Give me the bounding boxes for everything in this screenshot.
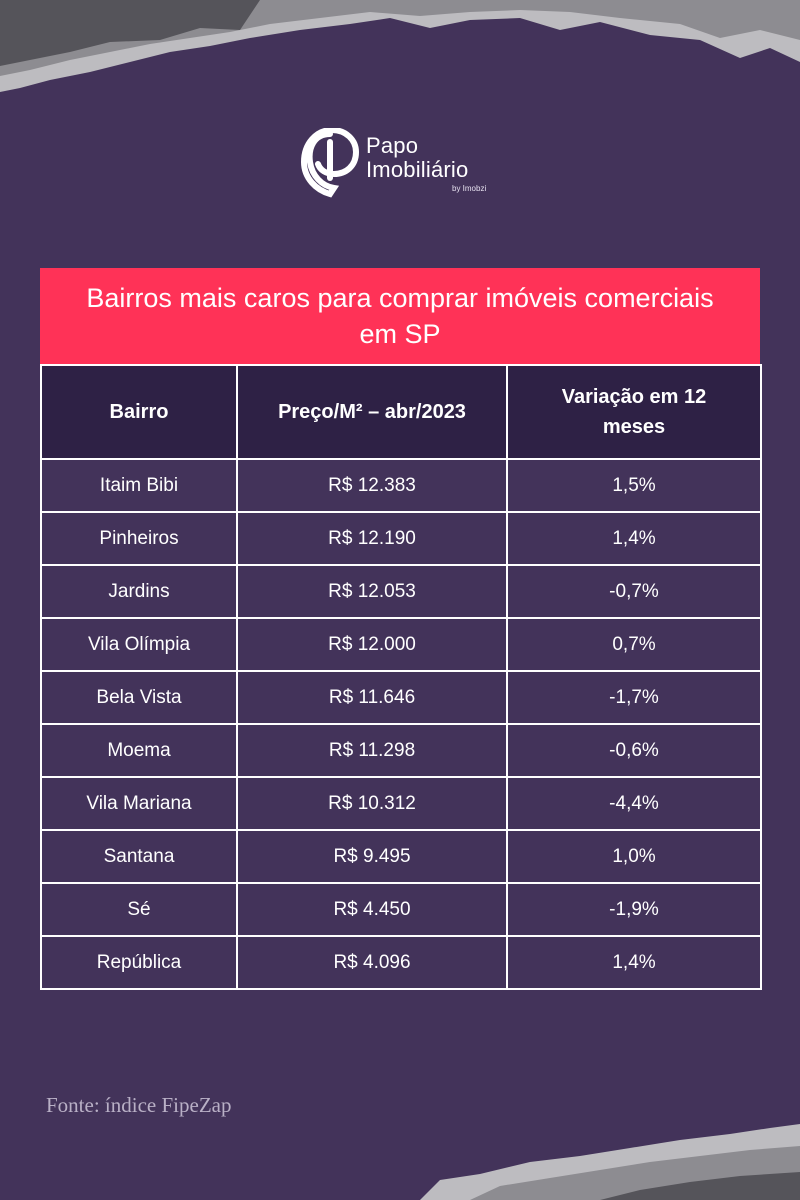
cell-bairro: Bela Vista [40, 670, 238, 725]
cell-bairro: República [40, 935, 238, 990]
cell-preco: R$ 11.298 [236, 723, 508, 778]
price-table: Bairro Preço/M² – abr/2023 Variação em 1… [40, 364, 762, 990]
cell-variacao: 1,5% [506, 458, 762, 513]
table-row: Santana R$ 9.495 1,0% [40, 829, 762, 884]
price-table-card: Bairros mais caros para comprar imóveis … [40, 268, 762, 990]
logo-wordmark: Papo Imobiliário [366, 134, 468, 182]
table-row: Jardins R$ 12.053 -0,7% [40, 564, 762, 619]
table-row: Bela Vista R$ 11.646 -1,7% [40, 670, 762, 725]
cell-variacao: -1,7% [506, 670, 762, 725]
cell-variacao: 0,7% [506, 617, 762, 672]
cell-bairro: Itaim Bibi [40, 458, 238, 513]
table-row: Sé R$ 4.450 -1,9% [40, 882, 762, 937]
cell-bairro: Moema [40, 723, 238, 778]
source-note: Fonte: índice FipeZap [46, 1093, 232, 1117]
cell-preco: R$ 12.000 [236, 617, 508, 672]
cell-variacao: -0,6% [506, 723, 762, 778]
cell-preco: R$ 11.646 [236, 670, 508, 725]
cell-variacao: -1,9% [506, 882, 762, 937]
table-row: Moema R$ 11.298 -0,6% [40, 723, 762, 778]
cell-bairro: Sé [40, 882, 238, 937]
header-preco: Preço/M² – abr/2023 [236, 364, 508, 460]
table-row: República R$ 4.096 1,4% [40, 935, 762, 990]
table-title: Bairros mais caros para comprar imóveis … [86, 283, 714, 349]
cell-variacao: 1,0% [506, 829, 762, 884]
cell-preco: R$ 4.096 [236, 935, 508, 990]
header-variacao: Variação em 12 meses [506, 364, 762, 460]
cell-bairro: Jardins [40, 564, 238, 619]
cell-preco: R$ 12.053 [236, 564, 508, 619]
cell-variacao: 1,4% [506, 935, 762, 990]
cell-bairro: Pinheiros [40, 511, 238, 566]
papo-imobiliario-logo: Papo Imobiliário by Imobzi [300, 128, 520, 208]
cell-bairro: Vila Olímpia [40, 617, 238, 672]
table-row: Pinheiros R$ 12.190 1,4% [40, 511, 762, 566]
cell-preco: R$ 12.383 [236, 458, 508, 513]
cell-preco: R$ 9.495 [236, 829, 508, 884]
logo-line1: Papo [366, 133, 419, 158]
table-title-bar: Bairros mais caros para comprar imóveis … [40, 268, 760, 364]
table-row: Vila Olímpia R$ 12.000 0,7% [40, 617, 762, 672]
table-row: Itaim Bibi R$ 12.383 1,5% [40, 458, 762, 513]
cell-variacao: -4,4% [506, 776, 762, 831]
cell-preco: R$ 4.450 [236, 882, 508, 937]
logo-line2: Imobiliário [366, 157, 469, 182]
logo-mark-icon [300, 128, 360, 198]
cell-preco: R$ 12.190 [236, 511, 508, 566]
table-row: Vila Mariana R$ 10.312 -4,4% [40, 776, 762, 831]
header-bairro: Bairro [40, 364, 238, 460]
cell-bairro: Vila Mariana [40, 776, 238, 831]
cell-bairro: Santana [40, 829, 238, 884]
torn-paper-top-decoration [0, 0, 800, 92]
cell-preco: R$ 10.312 [236, 776, 508, 831]
torn-paper-bottom-decoration [420, 1124, 800, 1200]
table-header-row: Bairro Preço/M² – abr/2023 Variação em 1… [40, 364, 762, 460]
logo-byline: by Imobzi [452, 184, 487, 193]
cell-variacao: 1,4% [506, 511, 762, 566]
cell-variacao: -0,7% [506, 564, 762, 619]
